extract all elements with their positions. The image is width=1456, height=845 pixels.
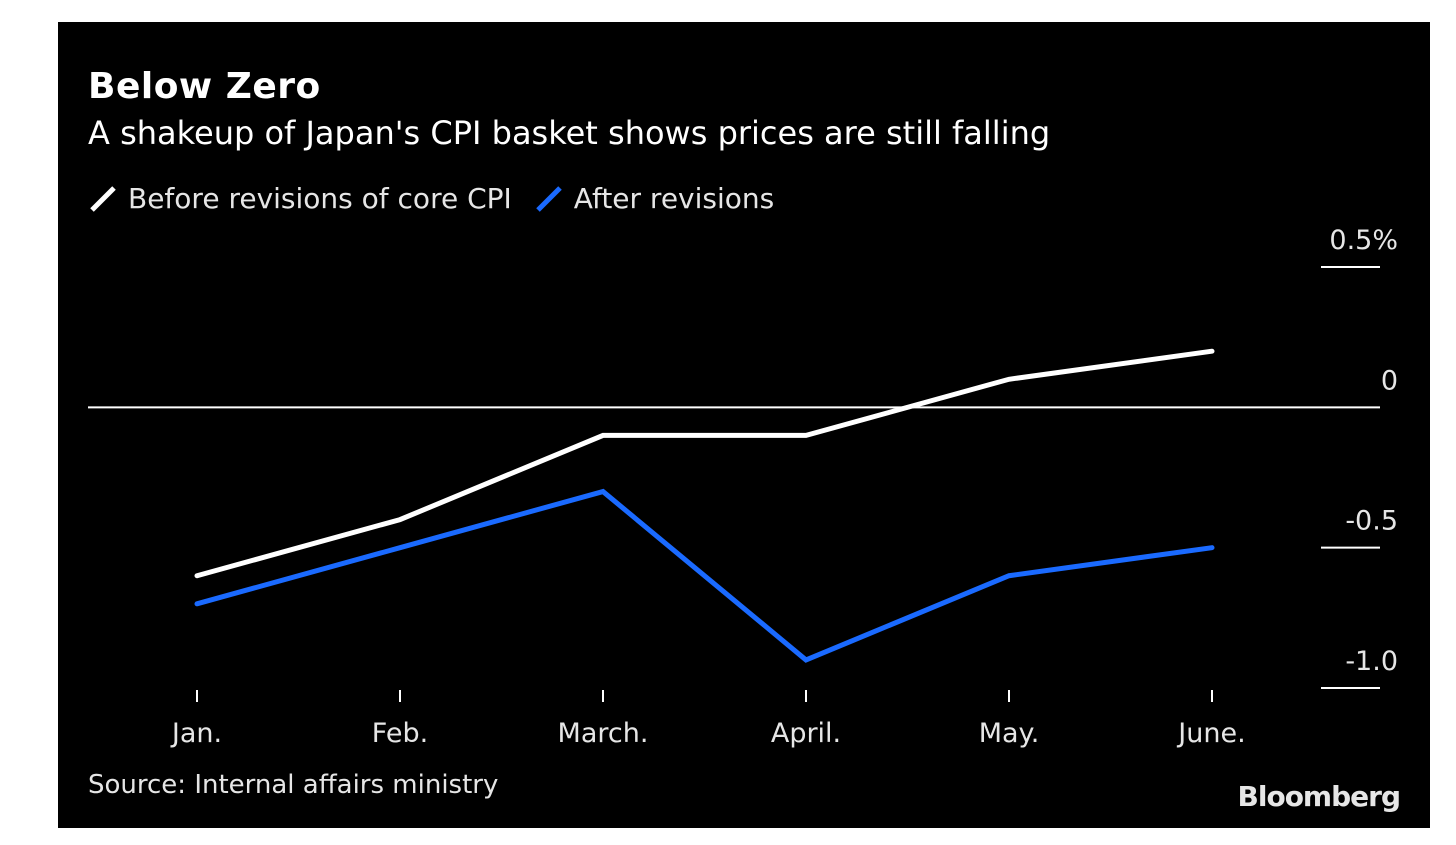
line-chart: 0.5% 0 -0.5 -1.0 Jan. Feb. March. April. May. Jun… <box>88 225 1398 749</box>
legend: Before revisions of core CPI After revis… <box>88 182 796 215</box>
legend-label-after: After revisions <box>573 182 775 215</box>
bloomberg-logo: Bloomberg <box>1237 780 1401 813</box>
legend-item-after: After revisions <box>534 182 774 215</box>
x-tick-label: Feb. <box>372 718 428 749</box>
legend-label-before: Before revisions of core CPI <box>128 182 512 215</box>
legend-swatch-after <box>536 185 562 212</box>
legend-item-before: Before revisions of core CPI <box>88 182 512 215</box>
chart-panel: Below Zero A shakeup of Japan's CPI bask… <box>58 22 1430 828</box>
y-tick-label: -0.5 <box>1345 506 1398 537</box>
x-tick-label: March. <box>558 718 649 749</box>
series-line-after <box>194 488 1215 663</box>
y-tick-label: -1.0 <box>1345 646 1398 677</box>
x-tick-label: June. <box>1176 718 1245 749</box>
x-tick-label: Jan. <box>170 718 222 749</box>
y-tick-label: 0.5% <box>1329 225 1398 256</box>
y-tick-label: 0 <box>1381 365 1398 396</box>
x-tick-label: May. <box>979 718 1040 749</box>
chart-subtitle: A shakeup of Japan's CPI basket shows pr… <box>88 114 1051 152</box>
chart-title: Below Zero <box>88 66 321 107</box>
series-line-before <box>194 348 1215 579</box>
source-note: Source: Internal affairs ministry <box>88 770 499 800</box>
x-tick-label: April. <box>771 718 841 749</box>
legend-swatch-before <box>90 185 116 212</box>
